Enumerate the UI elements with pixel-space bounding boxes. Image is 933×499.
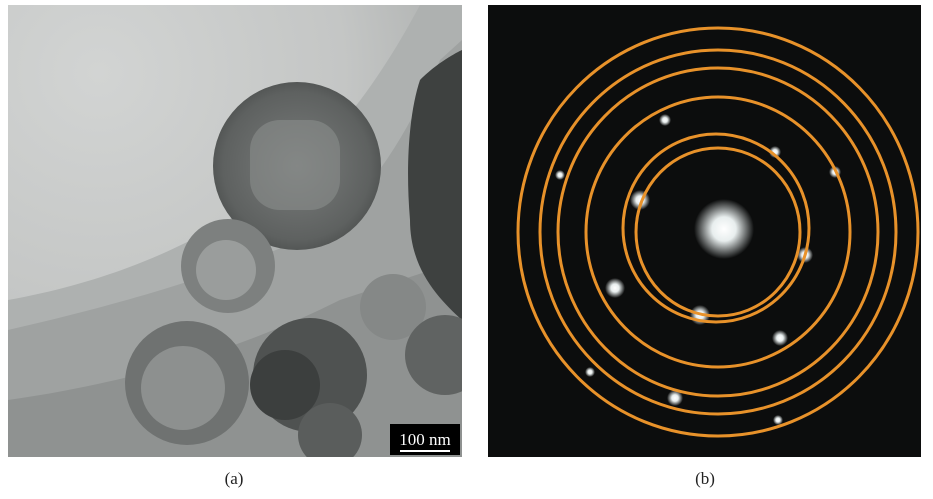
- panel-label: (a): [225, 469, 244, 488]
- diffraction-image: [488, 5, 921, 457]
- figure: 100 nm (a) (b): [0, 0, 933, 494]
- scale-bar-label: 100 nm: [399, 430, 450, 449]
- tem-image: [8, 5, 485, 467]
- panel-label: (b): [695, 469, 715, 488]
